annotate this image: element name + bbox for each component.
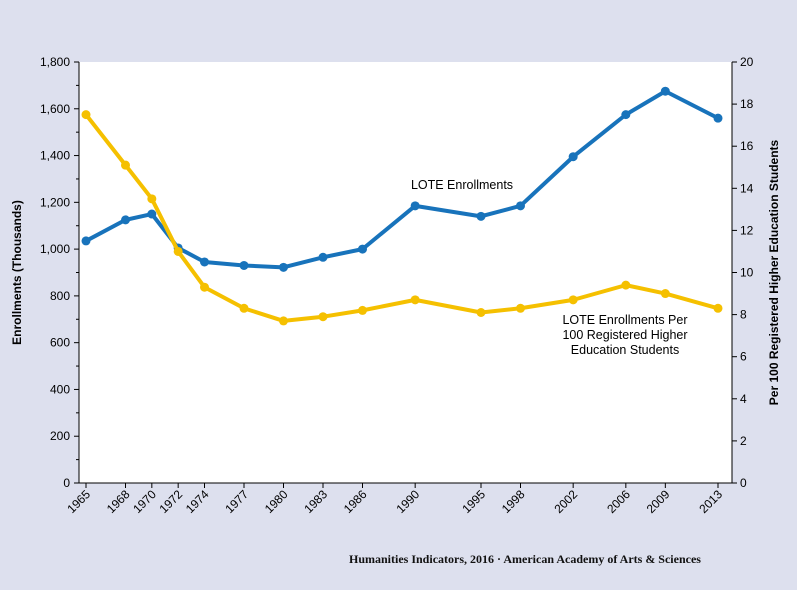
plot-area [79, 62, 732, 483]
source-footer: Humanities Indicators, 2016 · American A… [349, 552, 701, 566]
x-tick-label: 1972 [157, 487, 186, 516]
left-tick-label: 800 [50, 289, 70, 303]
series-label-enrollments: LOTE Enrollments [411, 178, 513, 192]
data-point [476, 307, 486, 317]
data-point [410, 201, 420, 211]
data-point [279, 316, 288, 326]
data-point [200, 282, 209, 292]
data-point [81, 236, 91, 246]
data-point [713, 113, 723, 123]
x-tick-label: 1995 [459, 487, 488, 516]
data-point [239, 260, 249, 270]
data-point [621, 110, 631, 120]
right-tick-label: 12 [740, 223, 754, 237]
x-tick-label: 1986 [341, 487, 370, 516]
right-tick-label: 0 [740, 476, 747, 490]
data-point [621, 280, 631, 290]
data-point [516, 201, 525, 211]
left-tick-label: 1,600 [40, 102, 70, 116]
data-point [200, 257, 209, 267]
data-point [568, 295, 578, 305]
right-tick-label: 10 [740, 266, 754, 280]
x-tick-label: 1968 [104, 487, 133, 516]
left-tick-label: 1,400 [40, 149, 70, 163]
data-point [121, 215, 130, 225]
data-point [713, 303, 723, 313]
right-tick-label: 2 [740, 434, 747, 448]
right-tick-label: 18 [740, 97, 754, 111]
x-tick-label: 1990 [394, 487, 423, 516]
left-tick-label: 200 [50, 429, 70, 443]
data-point [660, 86, 670, 96]
x-tick-label: 1980 [262, 487, 291, 516]
data-point [147, 194, 157, 204]
series-line-1 [85, 89, 719, 270]
data-point [516, 303, 525, 313]
x-tick-label: 1983 [301, 487, 330, 516]
data-point [81, 110, 91, 120]
right-tick-label: 8 [740, 308, 747, 322]
right-tick-label: 4 [740, 392, 747, 406]
right-tick-label: 16 [740, 139, 754, 153]
x-tick-label: 2013 [696, 487, 725, 516]
data-point [568, 152, 578, 162]
left-tick-label: 400 [50, 382, 70, 396]
series-label-per100-line: LOTE Enrollments Per [562, 313, 687, 327]
data-point [173, 246, 183, 256]
series-label-per100-line: Education Students [571, 343, 679, 357]
left-tick-label: 1,200 [40, 195, 70, 209]
data-point [318, 312, 328, 322]
x-tick-label: 2006 [604, 487, 633, 516]
x-tick-label: 1965 [64, 487, 93, 516]
right-axis-title: Per 100 Registered Higher Education Stud… [767, 139, 781, 405]
left-tick-label: 1,000 [40, 242, 70, 256]
data-point [410, 295, 420, 305]
x-tick-label: 2009 [644, 487, 673, 516]
right-tick-label: 20 [740, 55, 754, 69]
series-line-2 [84, 113, 719, 323]
left-tick-label: 600 [50, 336, 70, 350]
left-axis-title: Enrollments (Thousands) [10, 200, 24, 345]
x-tick-label: 1970 [130, 487, 159, 516]
x-tick-label: 1977 [222, 487, 251, 516]
data-point [147, 209, 157, 219]
x-tick-label: 1974 [183, 487, 212, 516]
data-point [660, 289, 670, 299]
data-point [358, 305, 367, 315]
x-tick-label: 1998 [499, 487, 528, 516]
data-point [239, 303, 249, 313]
data-point [358, 244, 367, 254]
series-label-per100-line: 100 Registered Higher [562, 328, 687, 342]
right-tick-label: 6 [740, 350, 747, 364]
data-point [318, 252, 328, 262]
data-point [121, 160, 130, 170]
data-point [476, 211, 486, 221]
data-point [279, 262, 288, 272]
left-tick-label: 0 [63, 476, 70, 490]
x-tick-label: 2002 [552, 487, 581, 516]
left-tick-label: 1,800 [40, 55, 70, 69]
right-tick-label: 14 [740, 181, 754, 195]
